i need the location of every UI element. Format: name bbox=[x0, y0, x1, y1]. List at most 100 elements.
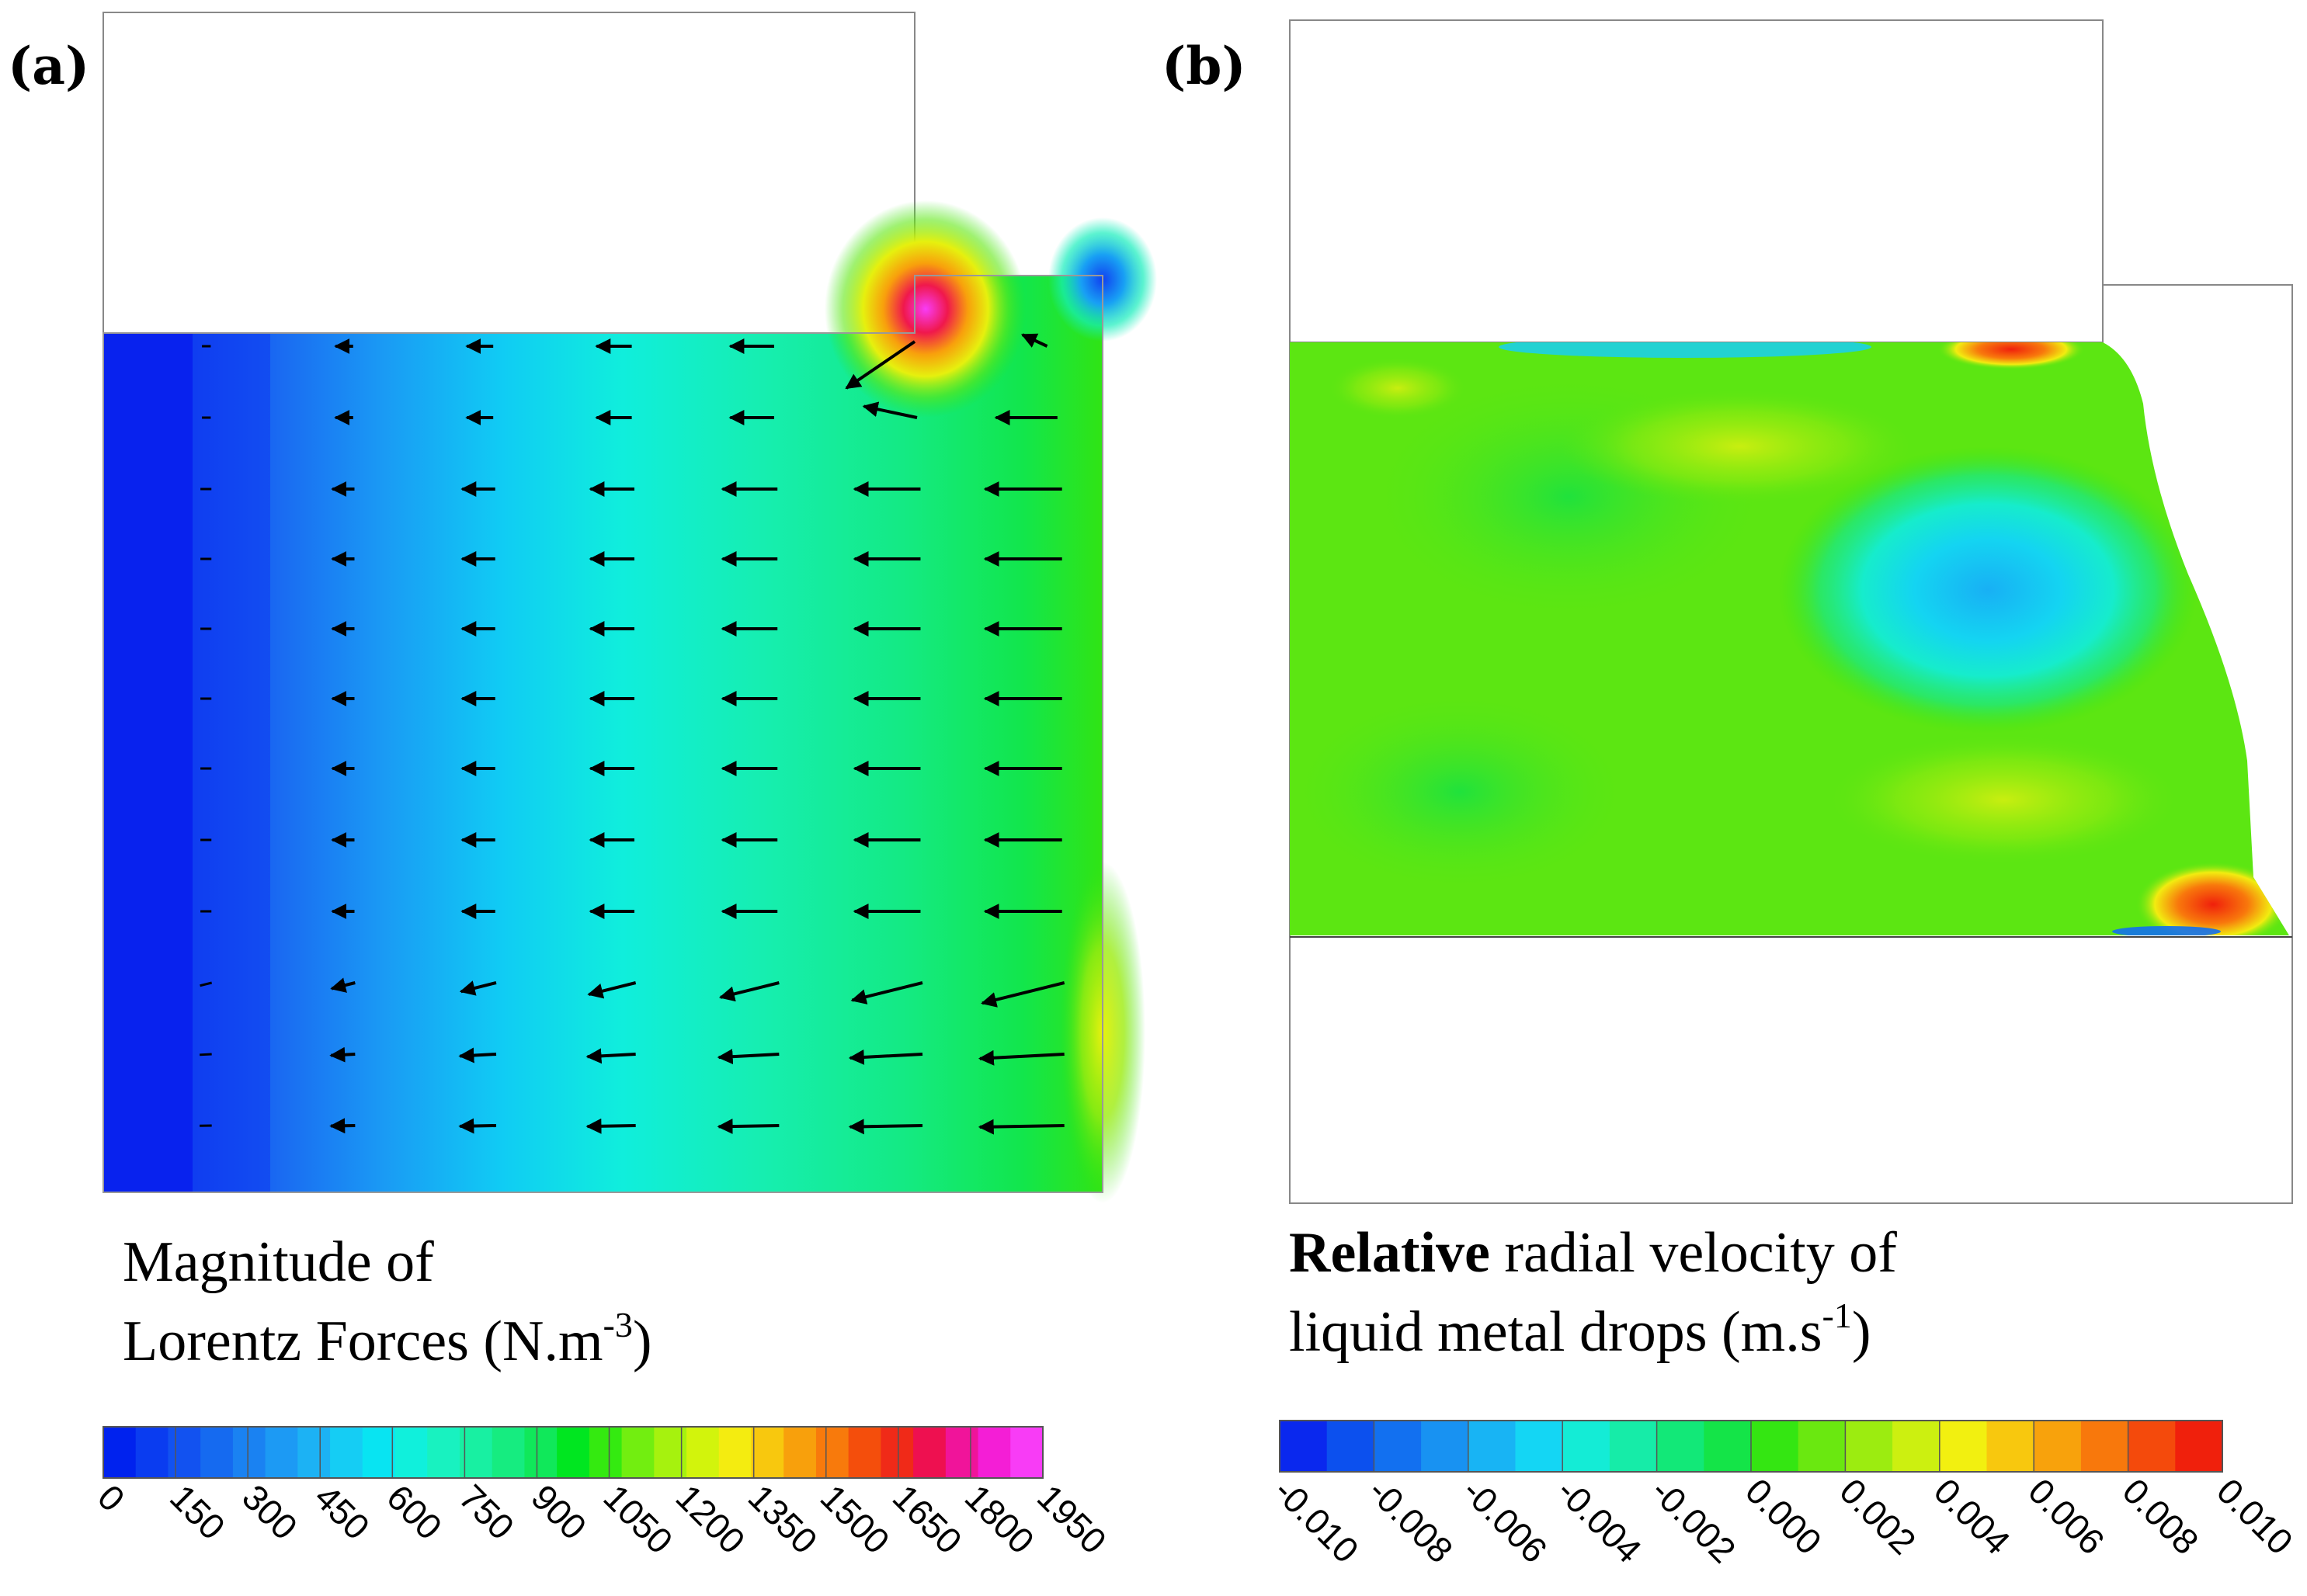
panel-a-caption-sup: -3 bbox=[603, 1305, 633, 1344]
force-arrow bbox=[587, 981, 637, 999]
colorbar-b-tick-label: -0.004 bbox=[1549, 1470, 1649, 1570]
colorbar-b-tick-label: -0.010 bbox=[1266, 1470, 1367, 1570]
colorbar-a-swatch-22 bbox=[815, 1427, 849, 1478]
force-arrow bbox=[850, 981, 923, 1004]
colorbar-a-tick-label: 1350 bbox=[741, 1476, 825, 1561]
panel-a-colorbar bbox=[102, 1426, 1044, 1479]
colorbar-a-swatch-2 bbox=[168, 1427, 201, 1478]
colorbar-b-tick-label: 0.008 bbox=[2115, 1470, 2207, 1562]
panel-b-caption-sup: -1 bbox=[1822, 1296, 1852, 1335]
colorbar-b-tick-label: -0.006 bbox=[1455, 1470, 1555, 1570]
panel-b-electrode-cover bbox=[1291, 21, 2102, 342]
colorbar-a-swatch-9 bbox=[394, 1427, 428, 1478]
force-arrow bbox=[200, 1053, 212, 1056]
colorbar-a-swatch-3 bbox=[200, 1427, 234, 1478]
panel-b-yellow-zone-3 bbox=[1328, 357, 1468, 419]
colorbar-a-tick-label: 150 bbox=[162, 1476, 233, 1547]
colorbar-a-swatch-27 bbox=[978, 1427, 1011, 1478]
force-arrow bbox=[978, 1119, 1065, 1135]
force-arrow bbox=[329, 1046, 356, 1063]
colorbar-b-tick-label: -0.002 bbox=[1644, 1470, 1744, 1570]
colorbar-a-swatch-25 bbox=[913, 1427, 947, 1478]
colorbar-b-tick-label: 0.002 bbox=[1832, 1470, 1923, 1562]
colorbar-a-tick-label: 0 bbox=[90, 1476, 133, 1519]
panel-b-caption-text: liquid metal drops (m.s bbox=[1289, 1300, 1822, 1364]
colorbar-a-swatch-18 bbox=[686, 1427, 720, 1478]
force-arrow bbox=[848, 1119, 923, 1135]
colorbar-a-swatch-13 bbox=[524, 1427, 558, 1478]
panel-a-caption-line1: Magnitude of bbox=[123, 1230, 434, 1294]
panel-b-bottom-blue bbox=[2112, 926, 2221, 935]
colorbar-a-swatch-24 bbox=[881, 1427, 914, 1478]
panel-b-bottom-red bbox=[2135, 862, 2289, 935]
colorbar-b-tick-label: 0.010 bbox=[2209, 1470, 2301, 1562]
colorbar-a-swatch-28 bbox=[1010, 1427, 1044, 1478]
panel-b-label: (b) bbox=[1162, 36, 1246, 96]
force-arrow bbox=[981, 981, 1065, 1008]
force-arrow bbox=[718, 981, 780, 1002]
colorbar-a-tick-label: 600 bbox=[379, 1476, 450, 1547]
panel-a-field bbox=[102, 200, 1157, 1203]
panel-a-caption-text: Lorentz Forces (N.m bbox=[123, 1310, 603, 1373]
colorbar-b-swatch-19 bbox=[2175, 1421, 2223, 1472]
panel-b-yellow-zone-1 bbox=[1561, 388, 1918, 505]
colorbar-a-tick-label: 1200 bbox=[669, 1476, 753, 1561]
colorbar-a-swatch-14 bbox=[557, 1427, 590, 1478]
colorbar-b-swatch-11 bbox=[1798, 1421, 1846, 1472]
colorbar-a-swatch-6 bbox=[297, 1427, 331, 1478]
colorbar-a-swatch-12 bbox=[492, 1427, 526, 1478]
panel-b-caption-rest: radial velocity of bbox=[1490, 1221, 1897, 1285]
force-arrow bbox=[458, 1047, 497, 1063]
colorbar-b-swatch-10 bbox=[1751, 1421, 1799, 1472]
colorbar-a-tick-label: 900 bbox=[523, 1476, 594, 1547]
panel-b-caption-end: ) bbox=[1852, 1300, 1871, 1364]
colorbar-b-tick-label: -0.008 bbox=[1360, 1470, 1461, 1570]
colorbar-b-swatch-8 bbox=[1656, 1421, 1704, 1472]
panel-b-caption-line1: Relative radial velocity of bbox=[1289, 1221, 1897, 1285]
colorbar-b-swatch-12 bbox=[1845, 1421, 1893, 1472]
panel-b: (b) Relative radial velocity of liquid m… bbox=[1162, 19, 2301, 1570]
colorbar-a-swatch-10 bbox=[427, 1427, 460, 1478]
panel-a-hotspot bbox=[825, 200, 1027, 418]
colorbar-b-swatch-3 bbox=[1421, 1421, 1469, 1472]
panel-b-yellow-zone-2 bbox=[1825, 734, 2182, 866]
colorbar-b-swatch-0 bbox=[1280, 1421, 1328, 1472]
colorbar-a-swatch-15 bbox=[589, 1427, 623, 1478]
panel-b-green-zone-2 bbox=[1290, 691, 1631, 893]
colorbar-b-swatch-17 bbox=[2080, 1421, 2129, 1472]
colorbar-b-swatch-9 bbox=[1704, 1421, 1752, 1472]
panel-a-caption-line2: Lorentz Forces (N.m-3) bbox=[123, 1305, 652, 1373]
colorbar-b-swatch-2 bbox=[1374, 1421, 1422, 1472]
colorbar-b-swatch-14 bbox=[1939, 1421, 1988, 1472]
panel-a-electrode-outline bbox=[102, 12, 916, 334]
colorbar-b-swatch-7 bbox=[1609, 1421, 1658, 1472]
panel-b-top-cyan bbox=[1499, 342, 1871, 358]
panel-b-caption-line2: liquid metal drops (m.s-1) bbox=[1289, 1296, 1871, 1364]
panel-a-field-border bbox=[102, 275, 1103, 1193]
colorbar-a-tick-label: 1800 bbox=[957, 1476, 1042, 1561]
colorbar-a-tick-label: 1950 bbox=[1030, 1476, 1114, 1561]
colorbar-b-tick-label: 0.004 bbox=[1927, 1470, 2018, 1562]
colorbar-a-tick-label: 1050 bbox=[596, 1476, 680, 1561]
force-arrow bbox=[862, 401, 918, 419]
colorbar-b-swatch-5 bbox=[1515, 1421, 1563, 1472]
colorbar-a-swatch-21 bbox=[783, 1427, 817, 1478]
force-arrow bbox=[459, 980, 497, 996]
colorbar-a-swatch-20 bbox=[751, 1427, 784, 1478]
panel-a-label: (a) bbox=[8, 36, 89, 96]
colorbar-a-swatch-4 bbox=[232, 1427, 266, 1478]
panel-b-slow-zone bbox=[1778, 446, 2198, 734]
panel-a-field-domain bbox=[103, 276, 1103, 1192]
panel-b-top-red bbox=[1937, 342, 2085, 370]
colorbar-a-swatch-23 bbox=[848, 1427, 881, 1478]
colorbar-a-tick-label: 450 bbox=[307, 1476, 377, 1547]
colorbar-a-swatch-0 bbox=[103, 1427, 137, 1478]
colorbar-b-swatch-18 bbox=[2128, 1421, 2176, 1472]
force-arrow bbox=[585, 1048, 636, 1064]
colorbar-b-swatch-13 bbox=[1892, 1421, 1940, 1472]
colorbar-b-swatch-1 bbox=[1326, 1421, 1374, 1472]
panel-b-field bbox=[1290, 342, 2289, 935]
colorbar-a-swatch-8 bbox=[362, 1427, 396, 1478]
colorbar-a-swatch-5 bbox=[265, 1427, 298, 1478]
force-arrow bbox=[1020, 333, 1048, 348]
